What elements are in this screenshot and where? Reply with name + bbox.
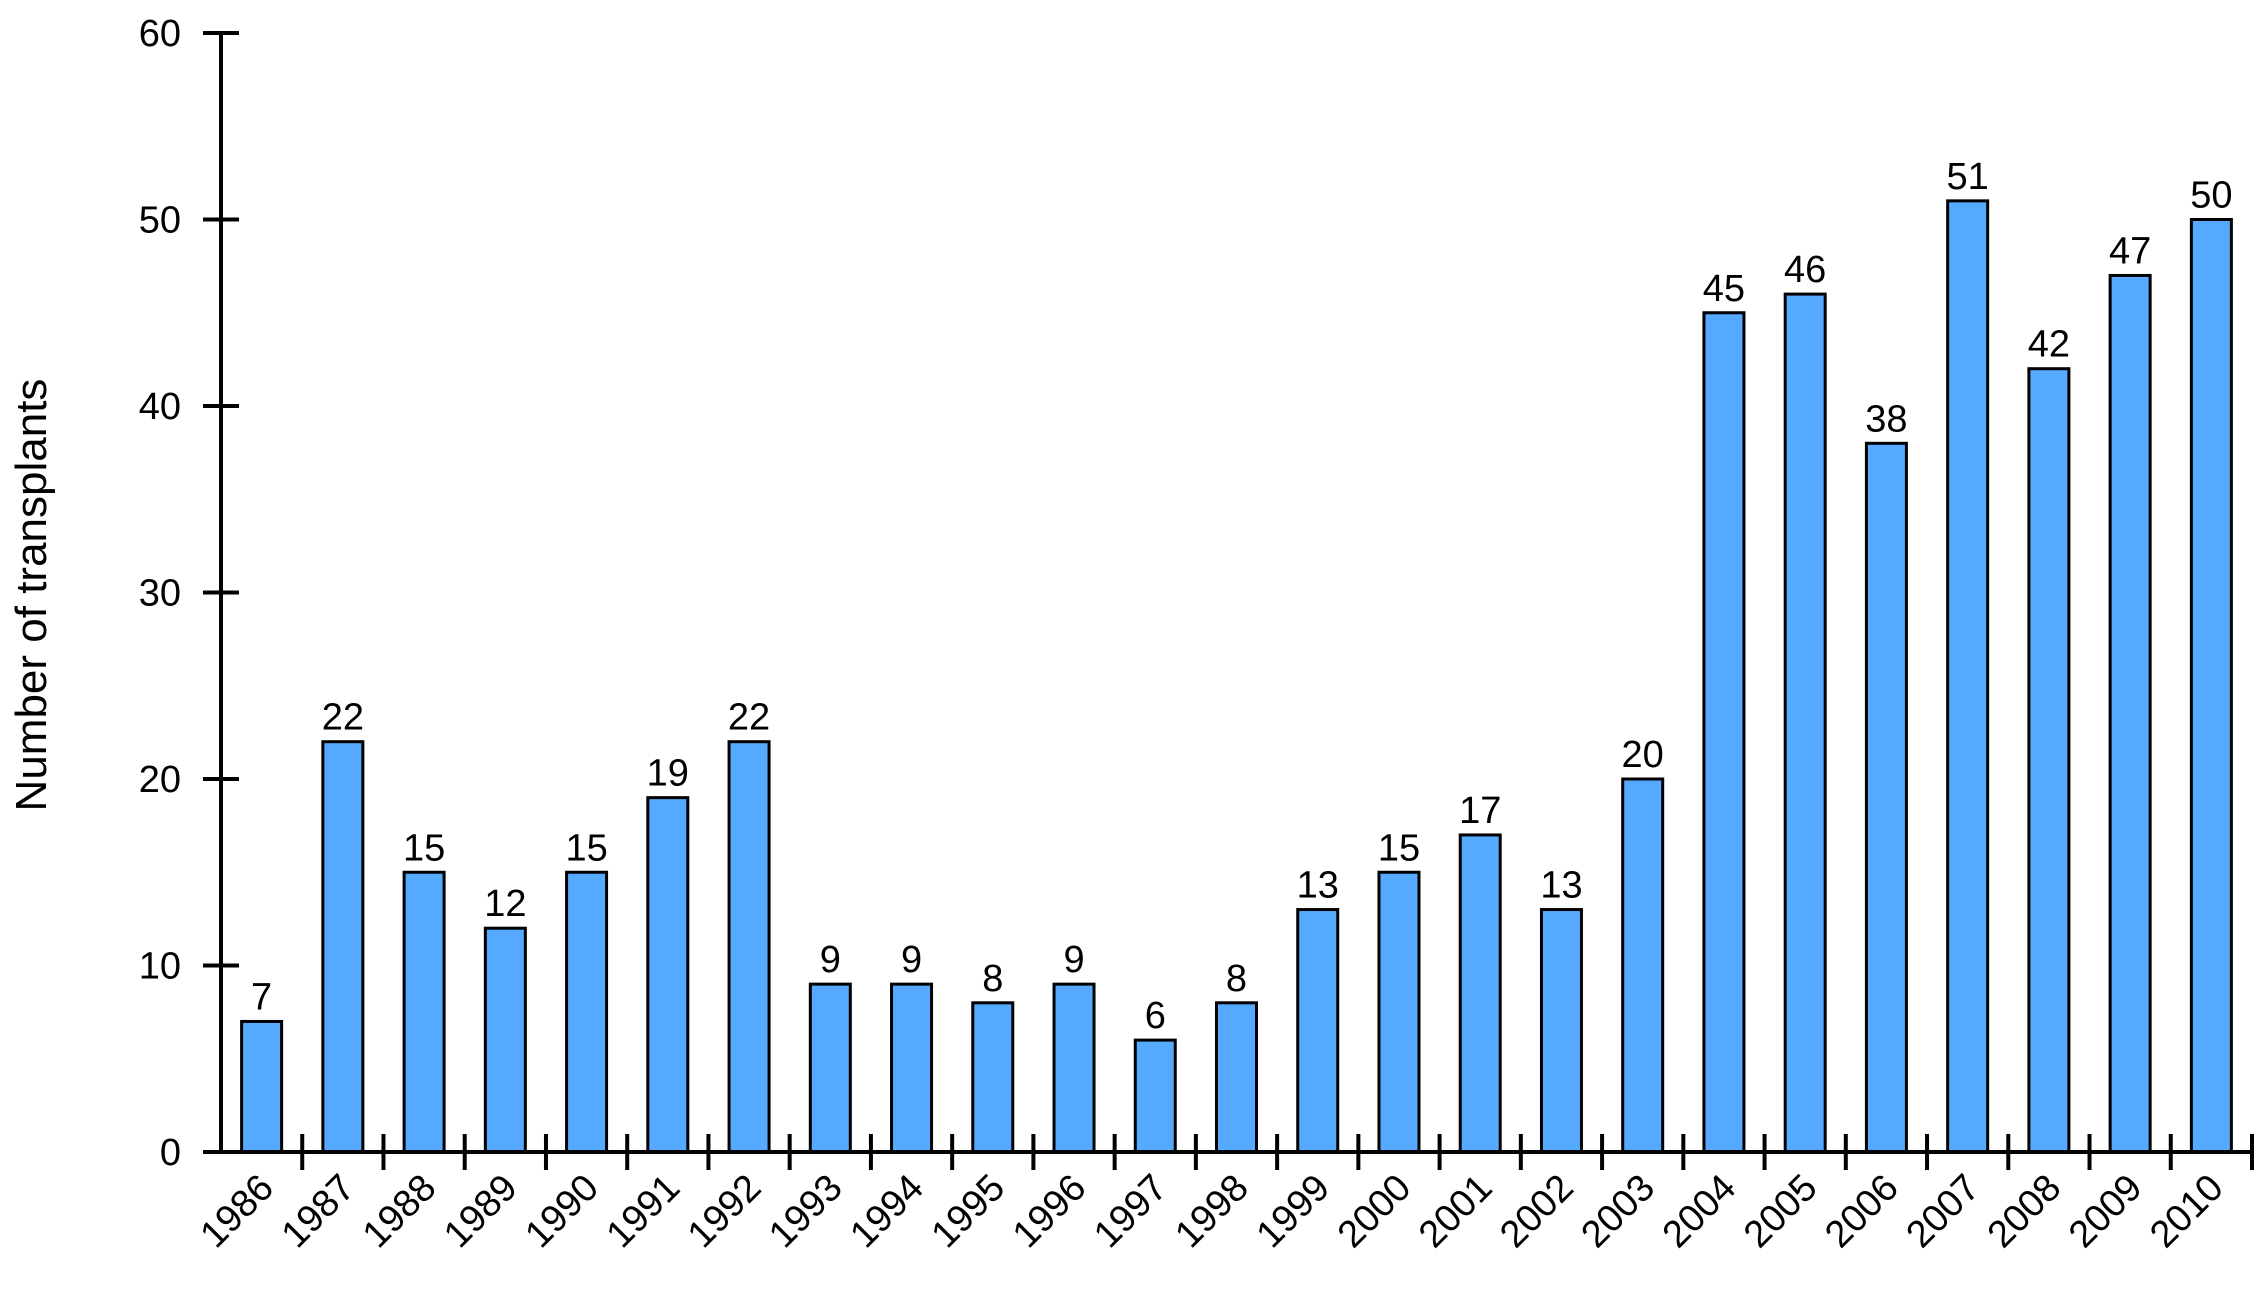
data-label-1993: 9 — [820, 939, 841, 981]
data-label-1987: 22 — [322, 697, 364, 739]
x-tick-label-1993: 1993 — [761, 1167, 850, 1256]
data-label-1990: 15 — [565, 827, 607, 869]
data-label-2001: 17 — [1459, 790, 1501, 832]
bar-1994 — [890, 982, 934, 1154]
bar-2001 — [1458, 833, 1502, 1154]
data-label-1992: 22 — [728, 697, 770, 739]
bar-1989 — [483, 926, 527, 1154]
x-tick-label-1986: 1986 — [193, 1167, 282, 1256]
data-label-2000: 15 — [1378, 827, 1420, 869]
x-tick-label-2010: 2010 — [2142, 1167, 2231, 1256]
bar-1993 — [808, 982, 852, 1154]
x-tick-label-2003: 2003 — [1574, 1167, 1663, 1256]
bar-1992 — [727, 740, 771, 1154]
data-label-2006: 38 — [1865, 398, 1907, 440]
x-tick-label-1996: 1996 — [1005, 1167, 1094, 1256]
y-tick-label-0: 0 — [160, 1132, 181, 1174]
x-tick-label-2002: 2002 — [1492, 1167, 1581, 1256]
data-label-2003: 20 — [1622, 734, 1664, 776]
y-tick-label-60: 60 — [139, 13, 181, 55]
x-tick-label-1992: 1992 — [680, 1167, 769, 1256]
data-label-2009: 47 — [2109, 230, 2151, 272]
x-tick-label-1997: 1997 — [1086, 1167, 1175, 1256]
x-tick-label-1999: 1999 — [1249, 1167, 1338, 1256]
bar-2005 — [1783, 292, 1827, 1154]
x-tick-label-1989: 1989 — [436, 1167, 525, 1256]
x-tick-label-2009: 2009 — [2061, 1167, 2150, 1256]
bar-2002 — [1539, 908, 1583, 1154]
bar-1991 — [646, 796, 690, 1154]
bar-2004 — [1702, 311, 1746, 1154]
bar-1990 — [565, 870, 609, 1154]
data-label-1995: 8 — [982, 958, 1003, 1000]
data-label-1997: 6 — [1145, 995, 1166, 1037]
x-tick-label-2005: 2005 — [1736, 1167, 1825, 1256]
y-tick-label-50: 50 — [139, 200, 181, 242]
x-tick-label-2006: 2006 — [1817, 1167, 1906, 1256]
data-label-2005: 46 — [1784, 249, 1826, 291]
x-tick-label-2008: 2008 — [1980, 1167, 2069, 1256]
x-tick-label-2007: 2007 — [1899, 1167, 1988, 1256]
data-label-2007: 51 — [1947, 156, 1989, 198]
data-label-1998: 8 — [1226, 958, 1247, 1000]
bar-1998 — [1215, 1001, 1258, 1154]
data-label-1991: 19 — [647, 753, 689, 795]
x-tick-label-2001: 2001 — [1411, 1167, 1500, 1256]
y-tick-label-40: 40 — [139, 386, 181, 428]
bar-2007 — [1946, 199, 1990, 1154]
bar-1997 — [1133, 1038, 1177, 1154]
data-label-1999: 13 — [1297, 865, 1339, 907]
y-tick-label-30: 30 — [139, 573, 181, 615]
x-tick-label-1994: 1994 — [842, 1167, 931, 1256]
x-tick-label-1995: 1995 — [924, 1167, 1013, 1256]
y-tick-label-20: 20 — [139, 759, 181, 801]
bar-1986 — [240, 1019, 284, 1154]
bar-1999 — [1296, 908, 1340, 1154]
data-label-1989: 12 — [484, 883, 526, 925]
x-tick-label-1998: 1998 — [1167, 1167, 1256, 1256]
x-tick-label-1990: 1990 — [517, 1167, 606, 1256]
x-tick-label-2000: 2000 — [1330, 1167, 1419, 1256]
bar-2010 — [2189, 218, 2233, 1154]
data-label-1996: 9 — [1063, 939, 1084, 981]
data-label-2004: 45 — [1703, 268, 1745, 310]
bar-2003 — [1621, 777, 1665, 1154]
bar-1995 — [971, 1001, 1015, 1154]
data-label-2008: 42 — [2028, 324, 2070, 366]
data-label-1988: 15 — [403, 827, 445, 869]
x-tick-label-1988: 1988 — [355, 1167, 444, 1256]
data-label-2010: 50 — [2190, 175, 2232, 217]
bar-1988 — [402, 870, 446, 1154]
y-tick-label-10: 10 — [139, 946, 181, 988]
bar-2009 — [2108, 273, 2152, 1154]
bar-2000 — [1377, 870, 1421, 1154]
x-tick-label-1991: 1991 — [599, 1167, 688, 1256]
bar-2006 — [1864, 441, 1908, 1154]
bar-2008 — [2027, 367, 2071, 1154]
x-tick-label-2004: 2004 — [1655, 1167, 1744, 1256]
data-label-2002: 13 — [1540, 865, 1582, 907]
bar-1996 — [1052, 982, 1096, 1154]
y-axis-label: Number of transplants — [7, 379, 56, 812]
bar-1987 — [321, 740, 365, 1154]
data-label-1994: 9 — [901, 939, 922, 981]
x-tick-label-1987: 1987 — [274, 1167, 363, 1256]
data-label-1986: 7 — [251, 976, 272, 1018]
